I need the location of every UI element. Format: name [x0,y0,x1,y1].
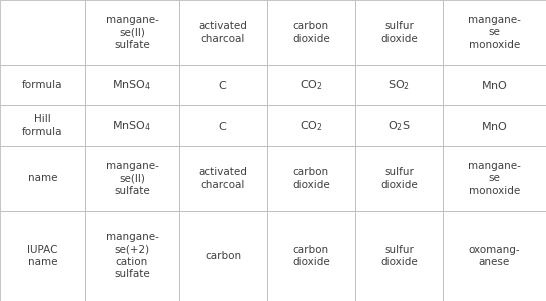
Bar [267,0,355,65]
Bar [179,105,267,146]
Bar [267,211,355,301]
Text: IUPAC
name: IUPAC name [27,245,58,267]
Text: $\mathrm{MnSO}$$_{\mathrm{4}}$: $\mathrm{MnSO}$$_{\mathrm{4}}$ [112,119,151,132]
Text: carbon
dioxide: carbon dioxide [292,167,330,190]
Text: sulfur
dioxide: sulfur dioxide [380,21,418,44]
Text: sulfur
dioxide: sulfur dioxide [380,167,418,190]
Text: activated
charcoal: activated charcoal [199,21,247,44]
Bar [355,105,443,146]
Text: mangane-
se(II)
sulfate: mangane- se(II) sulfate [105,161,158,196]
Bar [179,65,267,105]
Text: mangane-
se
monoxide: mangane- se monoxide [468,161,521,196]
Bar [85,146,179,211]
Text: carbon
dioxide: carbon dioxide [292,245,330,267]
Text: mangane-
se(+2)
cation
sulfate: mangane- se(+2) cation sulfate [105,232,158,279]
Text: $\mathrm{C}$: $\mathrm{C}$ [218,120,228,132]
Bar [355,0,443,65]
Bar [179,0,267,65]
Bar [85,0,179,65]
Bar [443,0,546,65]
Bar [85,211,179,301]
Bar [0,65,85,105]
Text: formula: formula [22,80,63,90]
Text: $\mathrm{MnSO}$$_{\mathrm{4}}$: $\mathrm{MnSO}$$_{\mathrm{4}}$ [112,78,151,92]
Bar [179,211,267,301]
Bar [355,65,443,105]
Text: oxomang-
anese: oxomang- anese [468,245,520,267]
Bar [85,65,179,105]
Bar [267,65,355,105]
Bar [443,65,546,105]
Bar [443,211,546,301]
Bar [179,146,267,211]
Bar [0,105,85,146]
Bar [355,146,443,211]
Bar [0,0,85,65]
Text: $\mathrm{MnO}$: $\mathrm{MnO}$ [481,120,508,132]
Text: activated
charcoal: activated charcoal [199,167,247,190]
Text: $\mathrm{CO}$$_{\mathrm{2}}$: $\mathrm{CO}$$_{\mathrm{2}}$ [300,119,322,132]
Bar [443,146,546,211]
Text: $\mathrm{O}$$_{\mathrm{2}}$$\mathrm{S}$: $\mathrm{O}$$_{\mathrm{2}}$$\mathrm{S}$ [388,119,410,132]
Bar [267,146,355,211]
Text: $\mathrm{MnO}$: $\mathrm{MnO}$ [481,79,508,91]
Text: Hill
formula: Hill formula [22,114,63,137]
Bar [267,105,355,146]
Text: $\mathrm{SO}$$_{\mathrm{2}}$: $\mathrm{SO}$$_{\mathrm{2}}$ [388,78,410,92]
Text: $\mathrm{C}$: $\mathrm{C}$ [218,79,228,91]
Bar [443,105,546,146]
Bar [0,146,85,211]
Text: sulfur
dioxide: sulfur dioxide [380,245,418,267]
Text: name: name [28,173,57,183]
Text: mangane-
se(II)
sulfate: mangane- se(II) sulfate [105,15,158,50]
Text: carbon
dioxide: carbon dioxide [292,21,330,44]
Bar [355,211,443,301]
Text: $\mathrm{CO}$$_{\mathrm{2}}$: $\mathrm{CO}$$_{\mathrm{2}}$ [300,78,322,92]
Text: mangane-
se
monoxide: mangane- se monoxide [468,15,521,50]
Text: carbon: carbon [205,251,241,261]
Bar [85,105,179,146]
Bar [0,211,85,301]
